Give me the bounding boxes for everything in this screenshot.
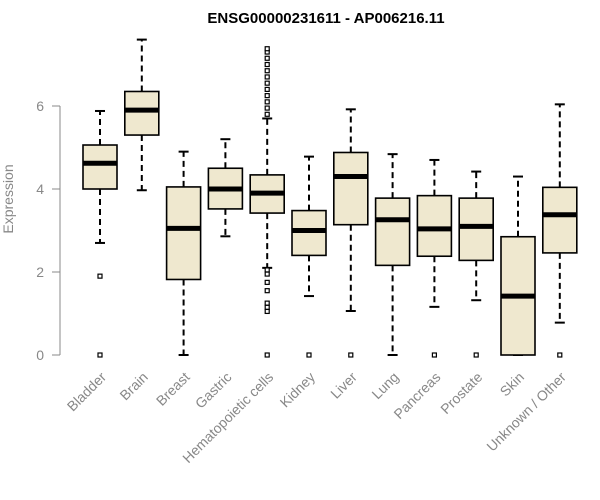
outlier-point bbox=[431, 352, 437, 358]
x-tick-label: Unknown / Other bbox=[483, 369, 569, 455]
outlier-point bbox=[264, 99, 270, 105]
outlier-point bbox=[264, 105, 270, 111]
box-iqr bbox=[124, 90, 160, 136]
box-iqr bbox=[458, 197, 495, 262]
outlier-point bbox=[264, 61, 270, 68]
box-skin bbox=[500, 175, 536, 356]
outlier-point bbox=[264, 288, 270, 294]
box-lung bbox=[374, 153, 411, 356]
outlier-point bbox=[264, 308, 270, 315]
outlier-point bbox=[264, 271, 270, 277]
outlier-point bbox=[264, 86, 270, 93]
box-liver bbox=[332, 108, 369, 358]
box-iqr bbox=[165, 186, 202, 281]
x-tick-label: Prostate bbox=[437, 369, 485, 417]
box-unknown-other bbox=[541, 103, 578, 358]
box-hematopoietic-cells bbox=[249, 46, 285, 358]
y-tick-label: 4 bbox=[36, 181, 44, 197]
y-tick-label: 6 bbox=[36, 98, 44, 114]
y-axis: 0 2 4 6 bbox=[36, 98, 61, 363]
outlier-point bbox=[348, 352, 354, 358]
boxes-group bbox=[82, 38, 578, 358]
box-kidney bbox=[291, 155, 327, 358]
outlier-point bbox=[264, 46, 270, 52]
box-bladder bbox=[82, 109, 118, 358]
x-tick-label: Liver bbox=[327, 369, 360, 402]
outlier-point bbox=[264, 300, 270, 306]
outlier-point bbox=[264, 267, 270, 273]
box-iqr bbox=[416, 194, 453, 258]
y-tick-label: 0 bbox=[36, 347, 44, 363]
x-tick-label: Skin bbox=[497, 369, 528, 400]
outlier-point bbox=[264, 68, 270, 74]
y-tick-label: 2 bbox=[36, 264, 44, 280]
outlier-point bbox=[473, 352, 479, 358]
x-tick-label: Breast bbox=[153, 369, 193, 409]
outlier-point bbox=[557, 352, 563, 358]
x-tick-label: Brain bbox=[116, 369, 150, 403]
outlier-point bbox=[264, 80, 270, 86]
box-brain bbox=[124, 38, 160, 192]
outlier-point bbox=[264, 74, 270, 80]
outlier-point bbox=[264, 55, 270, 61]
x-tick-label: Bladder bbox=[64, 369, 110, 415]
box-iqr bbox=[374, 197, 411, 267]
outlier-point bbox=[264, 352, 270, 358]
outlier-point bbox=[97, 273, 103, 279]
outlier-point bbox=[264, 304, 270, 310]
box-prostate bbox=[458, 170, 495, 358]
box-iqr bbox=[82, 144, 118, 190]
y-axis-label: Expression bbox=[0, 164, 16, 233]
outlier-point bbox=[264, 93, 270, 99]
x-tick-label: Kidney bbox=[277, 369, 319, 411]
outlier-point bbox=[97, 352, 103, 358]
box-gastric bbox=[207, 138, 244, 238]
box-iqr bbox=[332, 151, 369, 226]
outlier-point bbox=[306, 352, 312, 358]
box-pancreas bbox=[416, 158, 453, 358]
outlier-point bbox=[264, 111, 270, 117]
chart-title: ENSG00000231611 - AP006216.11 bbox=[207, 10, 444, 27]
box-breast bbox=[165, 150, 202, 356]
outlier-point bbox=[264, 279, 270, 285]
x-tick-label: Lung bbox=[368, 369, 401, 402]
box-iqr bbox=[541, 186, 578, 254]
